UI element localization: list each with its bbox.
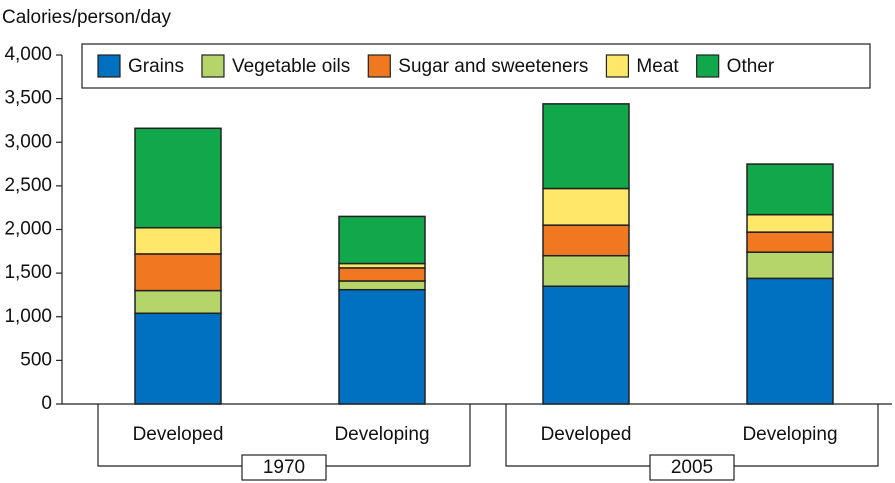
y-tick-label: 2,000 — [4, 219, 52, 240]
y-tick-label: 2,500 — [4, 175, 52, 196]
bar-segment — [542, 254, 630, 287]
y-tick-label: 0 — [41, 393, 52, 414]
x-tick-label: Developing — [334, 424, 429, 445]
legend-label: Sugar and sweeteners — [398, 56, 588, 77]
legend-label: Other — [727, 56, 775, 77]
group-label: 1970 — [263, 457, 305, 478]
y-axis-label: Calories/person/day — [2, 7, 171, 28]
legend-swatch — [696, 54, 720, 78]
group-box — [649, 454, 735, 481]
bar-segment — [746, 277, 834, 405]
bar-segment — [134, 127, 222, 229]
bar-segment — [338, 267, 426, 282]
y-tick-label: 3,500 — [4, 88, 52, 109]
bar-segment — [746, 213, 834, 233]
legend-swatch — [97, 54, 121, 78]
legend-label: Meat — [636, 56, 679, 77]
y-tick-label: 4,000 — [4, 44, 52, 65]
bar-segment — [542, 103, 630, 190]
bar-segment — [338, 280, 426, 291]
x-tick-label: Developing — [742, 424, 837, 445]
bar-segment — [134, 227, 222, 255]
legend-swatch — [605, 54, 630, 78]
y-tick-label: 3,000 — [4, 131, 52, 152]
bar-segment — [134, 312, 222, 405]
group-box — [241, 454, 327, 481]
bar-segment — [134, 289, 222, 315]
bar-segment — [542, 187, 630, 226]
legend-swatch — [367, 54, 391, 78]
legend-label: Grains — [128, 56, 184, 77]
y-tick-label: 1,500 — [4, 262, 52, 283]
bar-segment — [338, 288, 426, 405]
bar-segment — [542, 285, 630, 405]
x-tick-label: Developed — [541, 424, 632, 445]
y-tick-label: 500 — [20, 349, 52, 370]
bar-segment — [542, 224, 630, 257]
bar-segment — [338, 215, 426, 265]
bar-segment — [134, 253, 222, 292]
bar-segment — [746, 231, 834, 253]
legend-label: Vegetable oils — [232, 56, 350, 77]
x-tick-label: Developed — [133, 424, 224, 445]
group-label: 2005 — [671, 457, 713, 478]
legend-swatch — [201, 54, 225, 78]
bar-segment — [746, 163, 834, 216]
y-tick-label: 1,000 — [4, 306, 52, 327]
bar-segment — [746, 251, 834, 280]
